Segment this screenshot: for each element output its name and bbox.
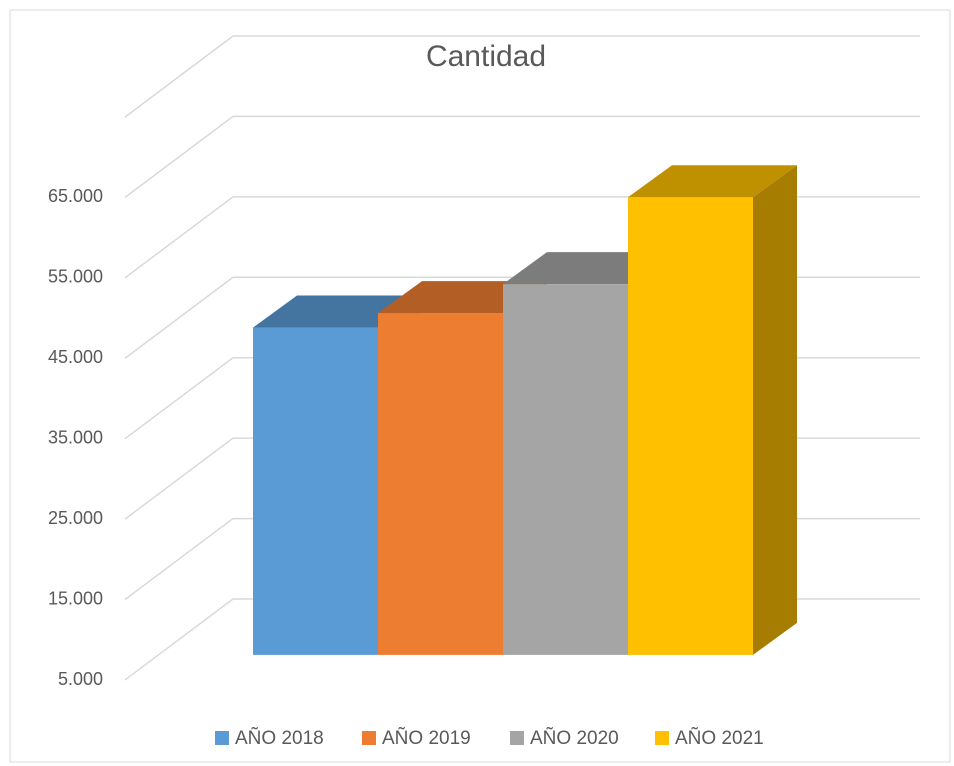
legend-swatch: [215, 731, 229, 745]
legend-label: AÑO 2021: [675, 727, 764, 749]
bar: [503, 284, 628, 655]
grid-line: [124, 357, 234, 440]
grid-line: [124, 517, 234, 601]
bar-top: [628, 165, 797, 198]
grid-line: [124, 35, 234, 118]
grid-line: [124, 276, 234, 359]
y-tick-label: 45.000: [48, 347, 103, 367]
y-tick-label: 5.000: [58, 669, 103, 689]
grid-line: [124, 437, 234, 520]
y-tick-label: 65.000: [48, 186, 103, 206]
bar-side: [753, 165, 797, 655]
bar: [628, 197, 753, 655]
legend-label: AÑO 2018: [235, 727, 324, 749]
y-tick-label: 15.000: [48, 588, 103, 608]
chart-title: Cantidad: [426, 40, 546, 73]
legend-label: AÑO 2020: [530, 727, 619, 749]
legend-label: AÑO 2019: [382, 727, 471, 749]
legend-swatch: [655, 731, 669, 745]
y-tick-label: 25.000: [48, 508, 103, 528]
bar: [378, 313, 503, 655]
y-tick-label: 55.000: [48, 267, 103, 287]
grid-line: [124, 115, 234, 199]
y-tick-label: 35.000: [48, 427, 103, 447]
grid-line: [124, 598, 234, 681]
grid-line: [124, 196, 234, 279]
bar: [253, 327, 378, 655]
legend-swatch: [510, 731, 524, 745]
legend-swatch: [362, 731, 376, 745]
